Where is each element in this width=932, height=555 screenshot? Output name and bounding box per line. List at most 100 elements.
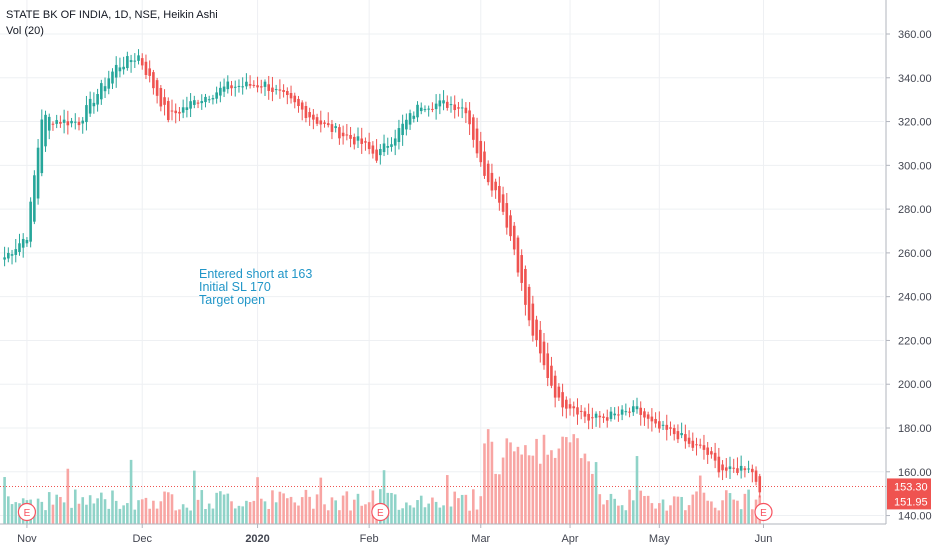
volume-bar	[453, 491, 457, 524]
volume-bar	[431, 497, 434, 524]
volume-bar	[661, 499, 665, 524]
y-tick-label: 360.00	[898, 29, 932, 41]
candle-body	[326, 123, 330, 126]
candle-layer	[3, 49, 762, 498]
volume-bar	[524, 445, 527, 524]
volume-bar	[687, 505, 691, 524]
volume-bar	[739, 509, 743, 524]
candle-body	[219, 87, 222, 96]
candle-body	[252, 84, 256, 86]
volume-bar	[204, 509, 207, 524]
volume-bar	[286, 498, 289, 524]
candle-body	[193, 100, 196, 105]
candle-body	[59, 121, 62, 124]
price-line-layer: 153.30 151.95	[0, 478, 931, 510]
candle-body	[464, 107, 468, 114]
candle-body	[7, 252, 10, 259]
volume-bar	[364, 504, 367, 524]
candle-body	[460, 107, 464, 109]
volume-bar	[319, 477, 323, 524]
candle-body	[166, 101, 170, 121]
volume-bar	[349, 510, 352, 524]
candle-body	[230, 85, 233, 89]
candle-body	[297, 98, 300, 107]
volume-bar	[278, 491, 282, 524]
volume-bar	[96, 498, 99, 524]
candle-body	[118, 67, 122, 72]
candle-body	[672, 428, 676, 435]
candle-body	[557, 386, 561, 398]
volume-bar	[457, 498, 460, 524]
candle-body	[248, 84, 252, 86]
candle-body	[215, 92, 218, 99]
candle-body	[542, 341, 546, 366]
candle-body	[654, 418, 657, 424]
candle-body	[587, 413, 590, 421]
volume-bar	[233, 508, 237, 524]
candle-body	[561, 392, 564, 408]
candle-body	[300, 102, 304, 110]
volume-bar	[631, 500, 635, 524]
volume-bar	[152, 500, 155, 524]
volume-bar	[59, 496, 62, 524]
candle-body	[687, 437, 691, 444]
volume-bar	[178, 509, 181, 524]
candle-body	[706, 447, 709, 455]
candle-body	[349, 134, 352, 139]
x-tick-label: May	[649, 533, 670, 545]
candle-body	[62, 119, 66, 123]
candle-body	[427, 108, 430, 110]
volume-bar	[553, 457, 557, 524]
x-tick-label: Jun	[755, 533, 773, 545]
candle-body	[293, 95, 297, 103]
candle-body	[419, 107, 423, 112]
candle-body	[442, 100, 445, 104]
volume-bar	[308, 496, 311, 524]
volume-bar	[338, 510, 341, 524]
candle-body	[691, 440, 695, 448]
candle-body	[111, 71, 114, 84]
candle-body	[576, 407, 579, 415]
candle-body	[598, 415, 602, 418]
volume-bar	[475, 509, 479, 524]
earnings-marker-label: E	[24, 508, 31, 519]
volume-bar	[200, 490, 204, 524]
candle-body	[85, 105, 88, 123]
candle-body	[312, 114, 315, 120]
volume-bar	[706, 500, 709, 524]
annotation-target: Target open	[199, 293, 266, 307]
earnings-marker-label: E	[760, 508, 767, 519]
candle-body	[724, 467, 728, 471]
chart-title: STATE BK OF INDIA, 1D, NSE, Heikin Ashi	[6, 9, 218, 21]
candle-body	[163, 97, 166, 105]
volume-bar	[516, 446, 520, 524]
candle-body	[226, 81, 230, 90]
volume-bar	[360, 505, 364, 524]
candle-body	[271, 87, 274, 92]
volume-bar	[479, 496, 483, 524]
volume-bar	[460, 494, 464, 524]
volume-bar	[14, 502, 18, 524]
candle-body	[245, 81, 248, 87]
candle-body	[352, 136, 356, 145]
candle-body	[308, 112, 311, 118]
candle-body	[330, 124, 334, 132]
volume-bar	[122, 505, 125, 524]
volume-bar	[88, 495, 92, 524]
candle-body	[204, 96, 207, 103]
volume-bar	[323, 504, 326, 524]
candle-body	[3, 257, 6, 260]
volume-bar	[531, 455, 535, 524]
grid-layer	[0, 0, 884, 524]
candle-body	[14, 249, 18, 255]
x-tick-label: Apr	[561, 533, 578, 545]
volume-bar	[219, 491, 222, 524]
volume-bar	[267, 508, 271, 524]
volume-bar	[252, 500, 256, 524]
candle-body	[140, 58, 144, 66]
volume-bar	[535, 438, 538, 524]
candle-body	[133, 60, 137, 62]
candle-body	[405, 119, 408, 130]
candle-body	[334, 126, 337, 129]
volume-bar	[635, 456, 639, 524]
